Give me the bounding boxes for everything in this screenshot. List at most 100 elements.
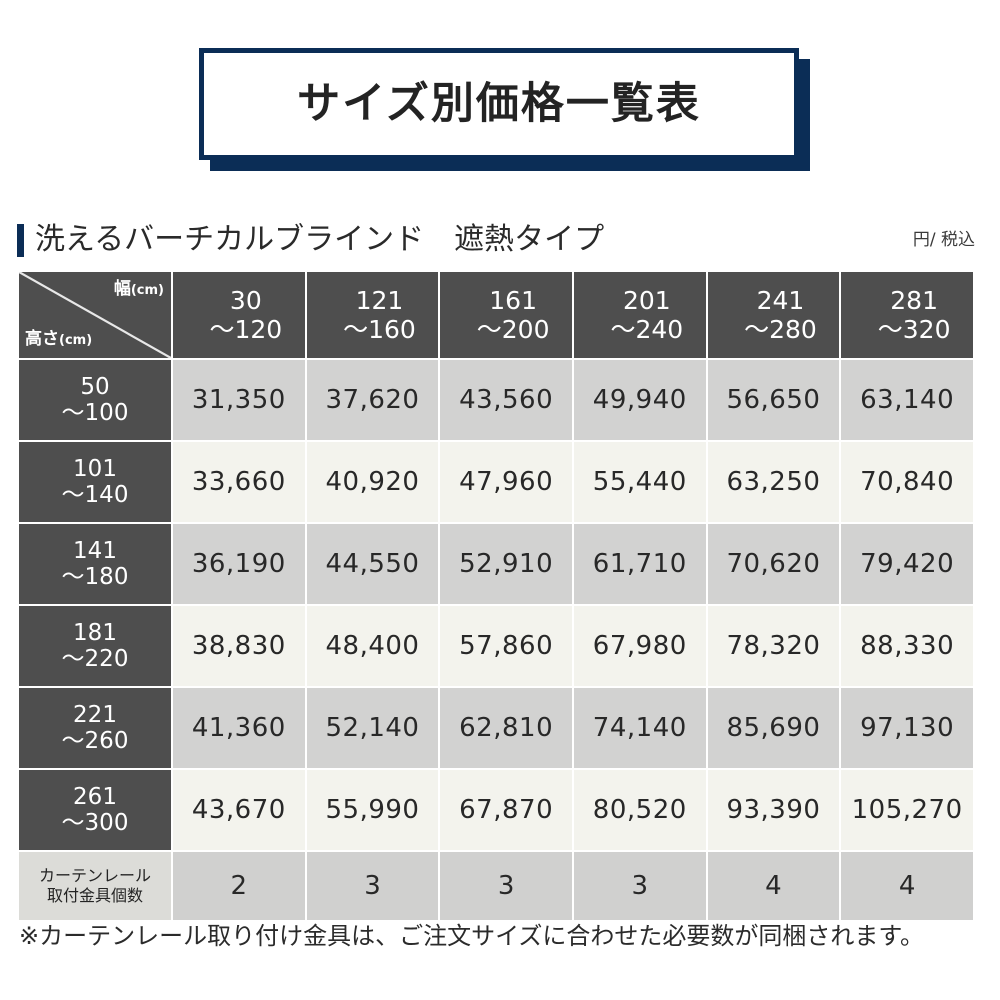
row-header-4-to: 〜260 [61,728,129,754]
column-header-4: 241 〜280 [707,272,840,358]
price-cell-r0c0: 31,350 [173,360,305,440]
price-cell-r4c4: 85,690 [707,688,840,768]
bracket-count-c5: 4 [841,852,973,920]
price-cell-r2c1: 44,550 [306,524,439,604]
price-cell-r4c1: 52,140 [306,688,439,768]
column-header-0-from: 30 [229,286,262,315]
price-cell-r0c4: 56,650 [707,360,840,440]
column-header-0-to: 〜120 [209,315,283,344]
table-header-row: 幅(cm) 高さ(cm) 30 〜120 121 〜160 161 〜200 2… [19,272,973,358]
column-header-0: 30 〜120 [173,272,305,358]
price-cell-r1c4: 63,250 [707,442,840,522]
price-cell-r0c2: 43,560 [440,360,572,440]
column-header-1: 121 〜160 [306,272,439,358]
row-header-5-to: 〜300 [61,810,129,836]
row-header-0-to: 〜100 [61,400,129,426]
price-cell-r2c4: 70,620 [707,524,840,604]
row-header-4-from: 221 [73,702,117,729]
column-header-5-from: 281 [890,286,938,315]
price-cell-r3c1: 48,400 [306,606,439,686]
row-header-3: 181 〜220 [19,606,171,686]
row-header-1-to: 〜140 [61,482,129,508]
row-header-1: 101 〜140 [19,442,171,522]
table-row: 101 〜140 33,660 40,920 47,960 55,440 63,… [19,442,973,522]
price-cell-r3c2: 57,860 [440,606,572,686]
bracket-row-label: カーテンレール 取付金具個数 [19,852,171,920]
price-cell-r0c1: 37,620 [306,360,439,440]
price-cell-r5c0: 43,670 [173,770,305,850]
bracket-row-label-line1: カーテンレール [38,866,151,885]
price-cell-r0c3: 49,940 [573,360,706,440]
price-cell-r3c3: 67,980 [573,606,706,686]
product-name: 洗えるバーチカルブラインド 遮熱タイプ [35,222,605,257]
row-header-2: 141 〜180 [19,524,171,604]
row-header-2-to: 〜180 [61,564,129,590]
page-title: サイズ別価格一覧表 [297,78,701,129]
price-cell-r2c5: 79,420 [841,524,973,604]
axis-corner-cell: 幅(cm) 高さ(cm) [19,272,171,358]
price-cell-r0c5: 63,140 [841,360,973,440]
subtitle-accent-bar [17,223,24,257]
table-row: 181 〜220 38,830 48,400 57,860 67,980 78,… [19,606,973,686]
row-header-5-from: 261 [73,784,117,811]
axis-label-width: 幅(cm) [113,279,164,299]
price-cell-r3c5: 88,330 [841,606,973,686]
column-header-5: 281 〜320 [841,272,973,358]
column-header-3-to: 〜240 [610,315,684,344]
row-header-4: 221 〜260 [19,688,171,768]
price-cell-r5c5: 105,270 [841,770,973,850]
column-header-1-to: 〜160 [343,315,416,344]
column-header-1-from: 121 [355,286,404,315]
footnote: ※カーテンレール取り付け金具は、ご注文サイズに合わせた必要数が同梱されます。 [19,922,924,950]
table-row: 50 〜100 31,350 37,620 43,560 49,940 56,6… [19,360,973,440]
row-header-0-from: 50 [80,374,110,401]
price-cell-r1c1: 40,920 [306,442,439,522]
price-cell-r1c0: 33,660 [173,442,305,522]
price-cell-r4c0: 41,360 [173,688,305,768]
row-header-5: 261 〜300 [19,770,171,850]
price-cell-r1c3: 55,440 [573,442,706,522]
price-cell-r2c2: 52,910 [440,524,572,604]
diagonal-divider-icon [19,272,171,358]
price-unit-note: 円/ 税込 [912,229,975,250]
title-banner-box: サイズ別価格一覧表 [199,48,799,160]
bracket-count-c4: 4 [707,852,840,920]
price-cell-r1c2: 47,960 [440,442,572,522]
price-cell-r5c2: 67,870 [440,770,572,850]
table-body: 50 〜100 31,350 37,620 43,560 49,940 56,6… [19,360,973,920]
subtitle-row: 洗えるバーチカルブラインド 遮熱タイプ 円/ 税込 [17,218,975,262]
row-header-1-from: 101 [73,456,117,483]
column-header-4-to: 〜280 [744,315,817,344]
price-cell-r5c3: 80,520 [573,770,706,850]
axis-label-height: 高さ(cm) [25,329,93,349]
title-banner: サイズ別価格一覧表 [199,48,810,171]
price-cell-r1c5: 70,840 [841,442,973,522]
bracket-count-c3: 3 [573,852,706,920]
price-cell-r4c3: 74,140 [573,688,706,768]
price-cell-r4c5: 97,130 [841,688,973,768]
price-cell-r4c2: 62,810 [440,688,572,768]
column-header-3: 201 〜240 [573,272,706,358]
column-header-5-to: 〜320 [877,315,951,344]
column-header-2: 161 〜200 [440,272,572,358]
column-header-2-from: 161 [489,286,537,315]
bracket-count-row: カーテンレール 取付金具個数 2 3 3 3 4 4 [19,852,973,920]
bracket-count-c1: 3 [306,852,439,920]
column-header-3-from: 201 [622,286,671,315]
column-header-2-to: 〜200 [476,315,550,344]
bracket-count-c2: 3 [440,852,572,920]
row-header-2-from: 141 [73,538,117,565]
price-cell-r2c0: 36,190 [173,524,305,604]
size-price-table: 幅(cm) 高さ(cm) 30 〜120 121 〜160 161 〜200 2… [17,270,975,922]
table-header: 幅(cm) 高さ(cm) 30 〜120 121 〜160 161 〜200 2… [19,272,973,358]
row-header-3-from: 181 [73,620,117,647]
table-row: 221 〜260 41,360 52,140 62,810 74,140 85,… [19,688,973,768]
table-row: 141 〜180 36,190 44,550 52,910 61,710 70,… [19,524,973,604]
price-cell-r3c4: 78,320 [707,606,840,686]
column-header-4-from: 241 [756,286,805,315]
table-row: 261 〜300 43,670 55,990 67,870 80,520 93,… [19,770,973,850]
bracket-count-c0: 2 [173,852,305,920]
price-cell-r5c1: 55,990 [306,770,439,850]
price-cell-r3c0: 38,830 [173,606,305,686]
row-header-0: 50 〜100 [19,360,171,440]
